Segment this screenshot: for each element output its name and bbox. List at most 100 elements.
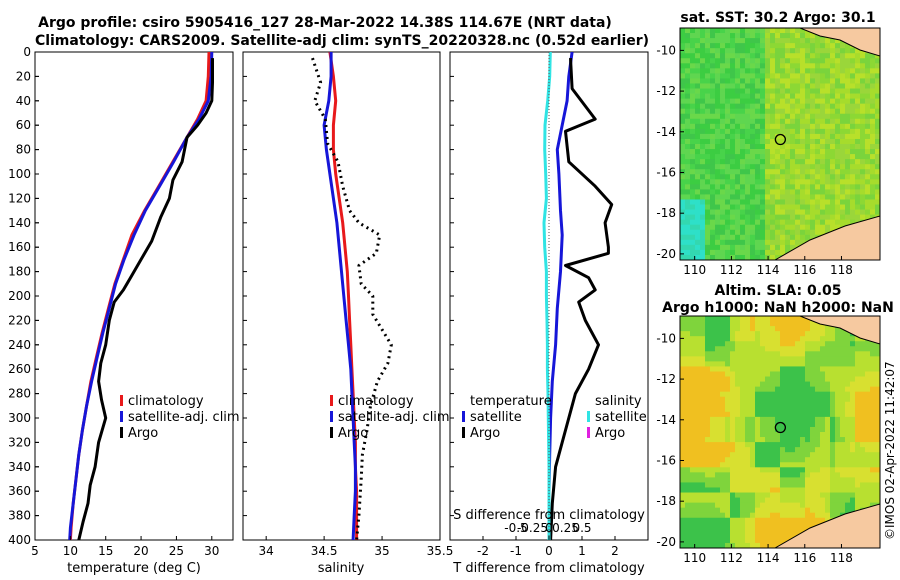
map-cell bbox=[745, 128, 751, 135]
map-cell bbox=[705, 437, 711, 443]
map-cell bbox=[870, 58, 876, 64]
map-cell bbox=[715, 376, 721, 382]
map-cell bbox=[780, 371, 786, 377]
map-cell bbox=[795, 113, 801, 120]
map-cell bbox=[745, 527, 751, 534]
map-cell bbox=[840, 371, 846, 377]
map-cell bbox=[770, 98, 776, 105]
map-cell bbox=[785, 527, 791, 534]
map-cell bbox=[760, 416, 766, 423]
map-cell bbox=[780, 457, 786, 463]
map-cell bbox=[820, 68, 826, 74]
map-cell bbox=[855, 118, 861, 125]
map-cell bbox=[805, 512, 811, 519]
map-cell bbox=[705, 346, 711, 352]
map-cell bbox=[870, 457, 876, 463]
map-cell bbox=[790, 366, 796, 372]
map-cell bbox=[690, 244, 696, 251]
map-cell bbox=[825, 487, 831, 493]
map-cell bbox=[720, 149, 726, 155]
map-cell bbox=[745, 133, 751, 140]
map-cell bbox=[830, 133, 836, 140]
map-cell bbox=[785, 229, 791, 236]
map-cell bbox=[715, 457, 721, 463]
map-cell bbox=[690, 63, 696, 69]
land-mass-north bbox=[799, 316, 880, 345]
map-cell bbox=[800, 189, 806, 195]
map-cell bbox=[685, 214, 691, 221]
map-cell bbox=[765, 331, 771, 337]
map-cell bbox=[685, 224, 691, 231]
map-cell bbox=[760, 88, 766, 94]
map-cell bbox=[740, 189, 746, 195]
map-cell bbox=[870, 68, 876, 74]
map-cell bbox=[810, 224, 816, 231]
map-cell bbox=[735, 537, 741, 544]
map-cell bbox=[850, 457, 856, 463]
map-cell bbox=[845, 154, 851, 160]
map-cell bbox=[760, 497, 766, 504]
map-cell bbox=[805, 416, 811, 423]
map-cell bbox=[850, 73, 856, 79]
map-cell bbox=[865, 482, 871, 488]
map-cell bbox=[820, 371, 826, 377]
map-cell bbox=[685, 472, 691, 478]
map-cell bbox=[850, 83, 856, 89]
map-cell bbox=[720, 174, 726, 180]
map-cell bbox=[700, 457, 706, 463]
map-cell bbox=[840, 426, 846, 433]
map-cell bbox=[685, 386, 691, 393]
map-cell bbox=[845, 361, 851, 367]
map-cell bbox=[855, 98, 861, 105]
map-cell bbox=[835, 164, 841, 170]
map-cell bbox=[800, 366, 806, 372]
map-cell bbox=[745, 321, 751, 327]
map-cell bbox=[820, 361, 826, 367]
map-cell bbox=[835, 371, 841, 377]
map-cell bbox=[860, 118, 866, 125]
map-cell bbox=[825, 144, 831, 150]
map-cell bbox=[805, 88, 811, 94]
map-cell bbox=[790, 527, 796, 534]
map-cell bbox=[865, 149, 871, 155]
map-cell bbox=[730, 239, 736, 246]
map-cell bbox=[825, 63, 831, 69]
map-cell bbox=[860, 194, 866, 200]
map-cell bbox=[770, 48, 776, 54]
map-cell bbox=[780, 239, 786, 246]
map-cell bbox=[815, 366, 821, 372]
map-cell bbox=[855, 58, 861, 64]
map-y-tick-label: -14 bbox=[656, 413, 676, 427]
map-cell bbox=[695, 224, 701, 231]
map-cell bbox=[720, 169, 726, 175]
map-cell bbox=[695, 93, 701, 100]
map-cell bbox=[815, 128, 821, 135]
map-cell bbox=[740, 492, 746, 498]
map-cell bbox=[785, 356, 791, 362]
map-cell bbox=[855, 356, 861, 362]
map-cell bbox=[765, 138, 771, 145]
map-cell bbox=[755, 542, 761, 548]
map-cell bbox=[715, 416, 721, 423]
map-cell bbox=[805, 351, 811, 357]
map-cell bbox=[800, 472, 806, 478]
map-cell bbox=[680, 149, 686, 155]
map-cell bbox=[740, 457, 746, 463]
map-cell bbox=[830, 341, 836, 347]
map-cell bbox=[865, 421, 871, 428]
map-cell bbox=[690, 386, 696, 393]
map-cell bbox=[875, 78, 880, 84]
map-cell bbox=[715, 144, 721, 150]
map-cell bbox=[825, 437, 831, 443]
map-cell bbox=[835, 502, 841, 509]
map-cell bbox=[860, 401, 866, 408]
map-cell bbox=[800, 467, 806, 473]
map-cell bbox=[810, 512, 816, 519]
map-cell bbox=[810, 472, 816, 478]
map-cell bbox=[755, 537, 761, 544]
map-cell bbox=[825, 48, 831, 54]
map-cell bbox=[770, 58, 776, 64]
map-cell bbox=[765, 98, 771, 105]
map-cell bbox=[710, 381, 716, 388]
map-cell bbox=[715, 199, 721, 205]
